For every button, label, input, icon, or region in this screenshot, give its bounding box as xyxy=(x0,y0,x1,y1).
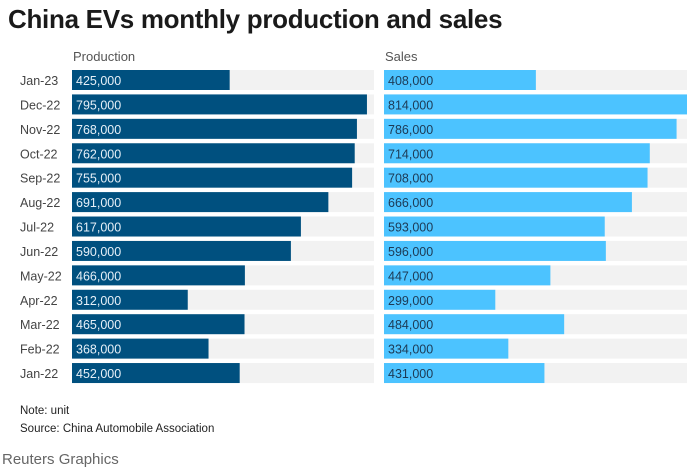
category-label: Jan-23 xyxy=(20,74,58,88)
data-label: 368,000 xyxy=(76,343,121,357)
category-label: Mar-22 xyxy=(20,318,60,332)
bar-chart: Production Jan-23 425,000 Dec-22 795,000 Nov-… xyxy=(20,49,687,384)
data-label: 617,000 xyxy=(76,221,121,235)
data-label: 466,000 xyxy=(76,269,121,283)
category-label: Dec-22 xyxy=(20,98,60,112)
bar-production xyxy=(72,265,245,286)
data-label: 768,000 xyxy=(76,123,121,137)
bar-production xyxy=(72,314,245,335)
data-label: 484,000 xyxy=(388,318,433,332)
data-label: 593,000 xyxy=(388,221,433,235)
data-label: 762,000 xyxy=(76,147,121,161)
bar-production xyxy=(72,118,357,139)
data-label: 312,000 xyxy=(76,294,121,308)
bar-sales xyxy=(384,216,605,237)
data-label: 334,000 xyxy=(388,343,433,357)
bar-sales xyxy=(384,167,648,188)
data-label: 447,000 xyxy=(388,269,433,283)
bar-sales xyxy=(384,94,687,115)
data-label: 708,000 xyxy=(388,172,433,186)
bar-sales xyxy=(384,265,551,286)
data-label: 786,000 xyxy=(388,123,433,137)
panel-title-sales: Sales xyxy=(385,49,418,64)
bar-production xyxy=(72,363,240,384)
data-label: 431,000 xyxy=(388,367,433,381)
bar-sales xyxy=(384,192,632,213)
panel-title-production: Production xyxy=(73,49,135,64)
bar-production xyxy=(72,192,329,213)
data-label: 408,000 xyxy=(388,74,433,88)
category-label: Jan-22 xyxy=(20,367,58,381)
category-label: Jul-22 xyxy=(20,221,54,235)
data-label: 691,000 xyxy=(76,196,121,210)
bar-production xyxy=(72,94,367,115)
category-label: Oct-22 xyxy=(20,147,58,161)
bar-sales xyxy=(384,314,565,335)
bar-production xyxy=(72,216,301,237)
bar-production xyxy=(72,289,188,310)
category-label: Sep-22 xyxy=(20,172,60,186)
category-label: Nov-22 xyxy=(20,123,60,137)
bar-production xyxy=(72,143,355,164)
bar-sales xyxy=(384,338,509,359)
bar-sales xyxy=(384,143,650,164)
bar-production xyxy=(72,167,353,188)
note: Note: unit xyxy=(20,405,70,417)
source: Source: China Automobile Association xyxy=(20,423,215,435)
category-label: Aug-22 xyxy=(20,196,60,210)
bar-sales xyxy=(384,70,536,90)
data-label: 814,000 xyxy=(388,98,433,112)
category-label: Feb-22 xyxy=(20,343,60,357)
bar-sales xyxy=(384,118,677,139)
data-label: 465,000 xyxy=(76,318,121,332)
bar-sales xyxy=(384,363,545,384)
data-label: 590,000 xyxy=(76,245,121,259)
data-label: 755,000 xyxy=(76,172,121,186)
credit: Reuters Graphics xyxy=(2,451,119,468)
data-label: 425,000 xyxy=(76,74,121,88)
bar-sales xyxy=(384,240,606,261)
data-label: 795,000 xyxy=(76,98,121,112)
data-label: 299,000 xyxy=(388,294,433,308)
data-label: 596,000 xyxy=(388,245,433,259)
bar-production xyxy=(72,338,209,359)
chart-title: China EVs monthly production and sales xyxy=(8,4,503,34)
data-label: 452,000 xyxy=(76,367,121,381)
bar-sales xyxy=(384,289,496,310)
bar-production xyxy=(72,70,230,90)
bar-production xyxy=(72,240,291,261)
category-label: Jun-22 xyxy=(20,245,58,259)
category-label: Apr-22 xyxy=(20,294,58,308)
category-label: May-22 xyxy=(20,269,62,283)
data-label: 714,000 xyxy=(388,147,433,161)
data-label: 666,000 xyxy=(388,196,433,210)
